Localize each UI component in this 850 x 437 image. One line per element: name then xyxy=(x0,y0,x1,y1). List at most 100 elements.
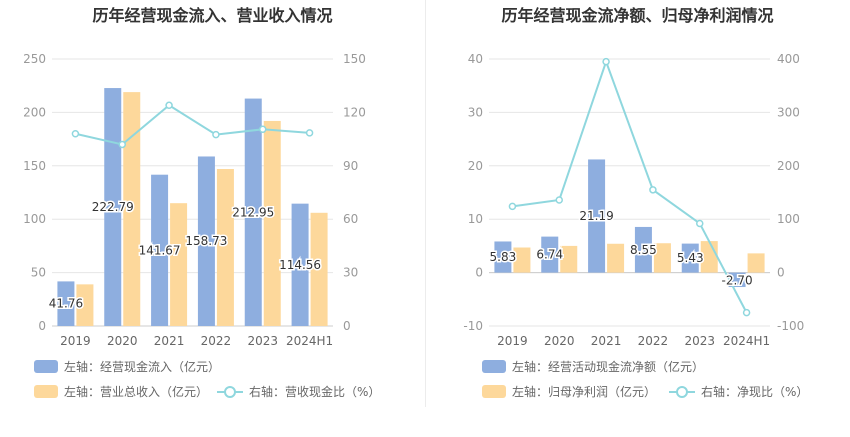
data-label: -2.70 xyxy=(722,274,753,288)
x-axis-tick-label: 2021 xyxy=(154,334,185,348)
line-series-3 xyxy=(512,58,748,314)
bar-series-1 xyxy=(494,241,512,273)
right-axis-tick-label: 150 xyxy=(343,52,366,66)
bar-series-1 xyxy=(291,203,309,326)
bar-series-1 xyxy=(681,243,699,273)
legend-item-series-1[interactable]: 左轴：经营活动现金流净额（亿元） xyxy=(482,358,704,375)
x-axis-tick-label: 2019 xyxy=(497,334,528,348)
line-point xyxy=(118,140,126,149)
left-axis-tick-label: 250 xyxy=(23,52,46,66)
chart-title: 历年经营现金流入、营业收入情况 xyxy=(92,6,333,25)
right-axis-tick-label: 60 xyxy=(343,212,358,226)
left-axis-tick-label: 40 xyxy=(468,52,483,66)
legend-swatch-blue xyxy=(34,360,58,373)
x-axis-tick-label: 2020 xyxy=(544,334,575,348)
legend-label: 左轴：归母净利润（亿元） xyxy=(512,385,657,399)
line-point xyxy=(71,130,80,138)
bar-series-1 xyxy=(588,159,606,273)
right-axis-tick-label: 30 xyxy=(343,266,358,280)
legend-item-series-2[interactable]: 左轴：营业总收入（亿元） xyxy=(34,383,208,400)
right-axis-tick-label: 0 xyxy=(777,266,785,280)
line-point xyxy=(696,219,704,228)
line-point xyxy=(212,130,220,139)
line-point xyxy=(259,125,267,134)
bar-series-2 xyxy=(263,120,281,326)
legend-item-series-1[interactable]: 左轴：经营现金流入（亿元） xyxy=(34,358,220,375)
bar-series-1 xyxy=(634,226,652,273)
bar-series-2 xyxy=(513,247,531,273)
x-axis-tick-label: 2021 xyxy=(591,334,622,348)
x-axis-tick-label: 2023 xyxy=(247,334,278,348)
legend-item-series-3[interactable]: 右轴：营收现金比（%） xyxy=(217,383,380,400)
bar-series-1 xyxy=(244,98,262,326)
x-axis-tick-label: 2019 xyxy=(60,334,91,348)
bar-series-1 xyxy=(541,236,559,273)
line-series-3 xyxy=(75,104,310,146)
data-label: 41.76 xyxy=(49,297,83,311)
left-axis-tick-label: 0 xyxy=(38,319,46,333)
data-label: 6.74 xyxy=(536,248,563,262)
bar-series-1 xyxy=(728,272,746,288)
legend-label: 右轴：净现比（%） xyxy=(701,385,809,399)
line-point xyxy=(555,196,563,204)
right-axis-tick-label: 200 xyxy=(777,159,800,173)
right-axis-tick-label: 300 xyxy=(777,105,800,119)
legend-item-series-3[interactable]: 右轴：净现比（%） xyxy=(669,383,808,400)
right-axis-tick-label: -100 xyxy=(777,319,804,333)
legend-label: 左轴：营业总收入（亿元） xyxy=(64,385,209,399)
right-axis-tick-label: 400 xyxy=(777,52,800,66)
bar-series-2 xyxy=(310,212,328,326)
legend-swatch-yellow xyxy=(34,385,58,398)
right-axis-tick-label: 0 xyxy=(343,319,351,333)
chart-panel-net-cash: 历年经营现金流净额、归母净利润情况 -10 -100 0 0 10 100 20 200 30 3… xyxy=(425,0,850,437)
legend-line-icon xyxy=(217,385,243,398)
legend-label: 左轴：经营现金流入（亿元） xyxy=(64,360,221,374)
line-point xyxy=(165,101,173,110)
bar-series-2 xyxy=(747,253,765,273)
x-axis-tick-label: 2022 xyxy=(201,334,232,348)
left-axis-tick-label: 20 xyxy=(468,159,483,173)
legend-swatch-yellow xyxy=(482,385,506,398)
bar-series-1 xyxy=(197,156,215,326)
chart-title: 历年经营现金流净额、归母净利润情况 xyxy=(501,6,774,25)
x-axis-tick-label: 2023 xyxy=(684,334,715,348)
bar-series-2 xyxy=(216,169,234,326)
data-label: 21.19 xyxy=(579,209,613,223)
line-point xyxy=(305,129,314,137)
bar-series-2 xyxy=(607,243,625,273)
left-axis-tick-label: 30 xyxy=(468,105,483,119)
data-label: 8.55 xyxy=(630,243,657,257)
bar-series-2 xyxy=(170,203,188,326)
bar-series-2 xyxy=(653,243,671,273)
x-axis-tick-label: 2022 xyxy=(638,334,669,348)
data-label: 222.79 xyxy=(92,200,134,214)
bar-series-2 xyxy=(123,92,141,326)
bar-series-1 xyxy=(151,174,169,326)
legend-item-series-2[interactable]: 左轴：归母净利润（亿元） xyxy=(482,383,656,400)
left-axis-tick-label: 10 xyxy=(468,212,483,226)
left-axis-tick-label: 200 xyxy=(23,105,46,119)
bar-series-1 xyxy=(104,88,122,327)
right-axis-tick-label: 120 xyxy=(343,105,366,119)
panel-divider xyxy=(425,0,426,407)
x-axis-tick-label: 2024H1 xyxy=(723,334,770,348)
bar-series-1 xyxy=(57,281,75,326)
legend-label: 右轴：营收现金比（%） xyxy=(249,385,381,399)
left-axis-tick-label: 100 xyxy=(23,212,46,226)
left-axis-tick-label: 50 xyxy=(31,266,46,280)
line-point xyxy=(742,308,751,317)
data-label: 114.56 xyxy=(279,258,321,272)
bar-series-2 xyxy=(76,284,94,326)
bar-series-2 xyxy=(560,245,578,273)
legend-swatch-blue xyxy=(482,360,506,373)
right-axis-tick-label: 90 xyxy=(343,159,358,173)
left-axis-tick-label: 150 xyxy=(23,159,46,173)
right-axis-tick-label: 100 xyxy=(777,212,800,226)
left-axis-tick-label: -10 xyxy=(463,319,483,333)
data-label: 5.83 xyxy=(490,250,517,264)
line-point xyxy=(508,202,517,211)
line-point xyxy=(649,186,657,194)
x-axis-tick-label: 2024H1 xyxy=(286,334,333,348)
legend-line-icon xyxy=(669,385,695,398)
data-label: 158.73 xyxy=(185,234,227,248)
